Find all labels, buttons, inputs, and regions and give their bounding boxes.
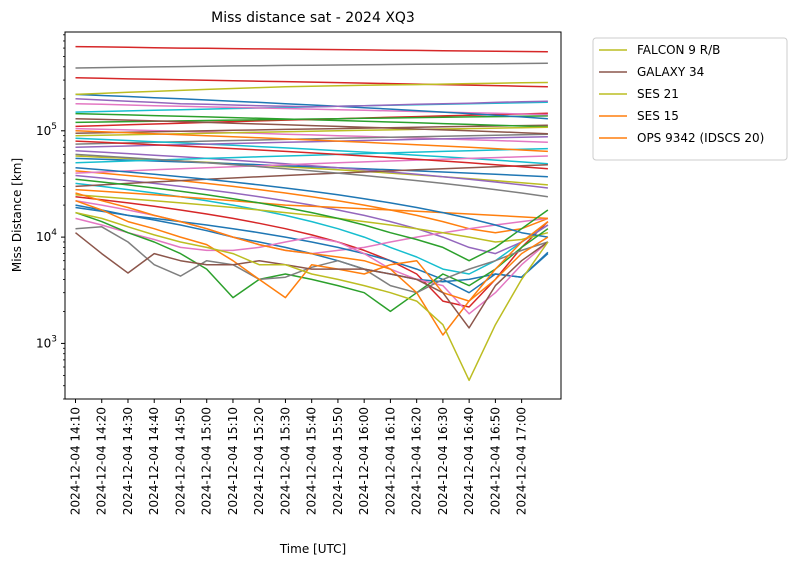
- series-line-8: [75, 226, 549, 294]
- x-tick-label-1: 2024-12-04 14:20: [95, 407, 109, 515]
- series-line-25: [75, 155, 548, 174]
- x-axis: 2024-12-04 14:10 2024-12-04 14:20 2024-12-…: [69, 399, 529, 515]
- x-tick-label-7: 2024-12-04 15:20: [252, 407, 266, 515]
- series-line-20: [75, 140, 548, 170]
- series-line-30: [75, 149, 548, 189]
- series-line-10: [75, 217, 549, 315]
- series-line-17: [75, 115, 548, 124]
- y-axis-label: Miss Distance [km]: [10, 158, 24, 272]
- series-line-12: [75, 98, 548, 108]
- x-tick-label-4: 2024-12-04 14:50: [174, 407, 188, 515]
- plot-frame: [64, 31, 562, 400]
- x-tick-label-17: 2024-12-04 17:00: [515, 407, 529, 515]
- series-line-1: [75, 232, 549, 329]
- chart-title: Miss distance sat - 2024 XQ3: [211, 10, 415, 26]
- x-tick-label-5: 2024-12-04 15:00: [200, 407, 214, 515]
- series-line-23: [75, 147, 548, 164]
- series-line-5: [75, 45, 548, 53]
- series-line-27: [75, 163, 548, 188]
- legend-label-2: SES 21: [637, 87, 679, 101]
- series-line-26: [75, 178, 549, 262]
- series-line-0: [75, 211, 549, 382]
- x-tick-label-3: 2024-12-04 14:40: [147, 407, 161, 515]
- x-tick-label-0: 2024-12-04 14:10: [69, 407, 83, 515]
- plot-area: [64, 31, 562, 400]
- legend-label-3: SES 15: [637, 109, 679, 123]
- series-line-14: [75, 102, 548, 116]
- series-line-24: [75, 166, 549, 238]
- series-line-18: [75, 130, 548, 153]
- x-tick-label-13: 2024-12-04 16:20: [410, 407, 424, 515]
- series-line-28: [75, 194, 549, 243]
- legend-box: [592, 37, 788, 161]
- series-line-44: [75, 127, 548, 144]
- x-axis-label: Time [UTC]: [279, 542, 346, 556]
- series-line-2: [75, 81, 548, 96]
- series-line-13: [75, 93, 548, 120]
- series-layer: [75, 45, 549, 382]
- y-tick-label-2: 105: [36, 122, 57, 138]
- series-line-42: [75, 195, 549, 308]
- x-tick-label-8: 2024-12-04 15:30: [278, 407, 292, 515]
- series-line-38: [75, 174, 549, 255]
- x-tick-label-9: 2024-12-04 15:40: [305, 407, 319, 515]
- legend-label-0: FALCON 9 R/B: [637, 43, 720, 57]
- series-line-37: [75, 124, 548, 134]
- legend-label-1: GALAXY 34: [637, 65, 704, 79]
- x-tick-label-15: 2024-12-04 16:40: [462, 407, 476, 515]
- series-line-34: [75, 133, 548, 145]
- x-tick-label-14: 2024-12-04 16:30: [436, 407, 450, 515]
- series-line-29: [75, 188, 548, 220]
- series-line-22: [75, 153, 549, 198]
- legend: FALCON 9 R/B GALAXY 34 SES 21 SES 15 OPS 934…: [592, 37, 788, 161]
- y-tick-label-0: 103: [36, 334, 57, 350]
- series-line-9: [75, 211, 549, 313]
- x-tick-label-11: 2024-12-04 16:00: [357, 407, 371, 515]
- series-line-33: [75, 157, 548, 178]
- series-line-11: [75, 204, 549, 294]
- series-line-7: [75, 77, 548, 88]
- x-tick-label-2: 2024-12-04 14:30: [121, 407, 135, 515]
- y-tick-label-1: 104: [36, 228, 57, 244]
- legend-label-4: OPS 9342 (IDSCS 20): [637, 131, 764, 145]
- x-tick-label-10: 2024-12-04 15:50: [331, 407, 345, 515]
- series-line-16: [75, 117, 548, 135]
- series-line-6: [75, 62, 548, 69]
- y-axis: 103 104 105: [36, 34, 65, 400]
- series-line-39: [75, 182, 549, 275]
- x-tick-label-16: 2024-12-04 16:50: [488, 407, 502, 515]
- x-tick-label-12: 2024-12-04 16:10: [383, 407, 397, 515]
- series-line-3: [75, 199, 549, 302]
- x-tick-label-6: 2024-12-04 15:10: [226, 407, 240, 515]
